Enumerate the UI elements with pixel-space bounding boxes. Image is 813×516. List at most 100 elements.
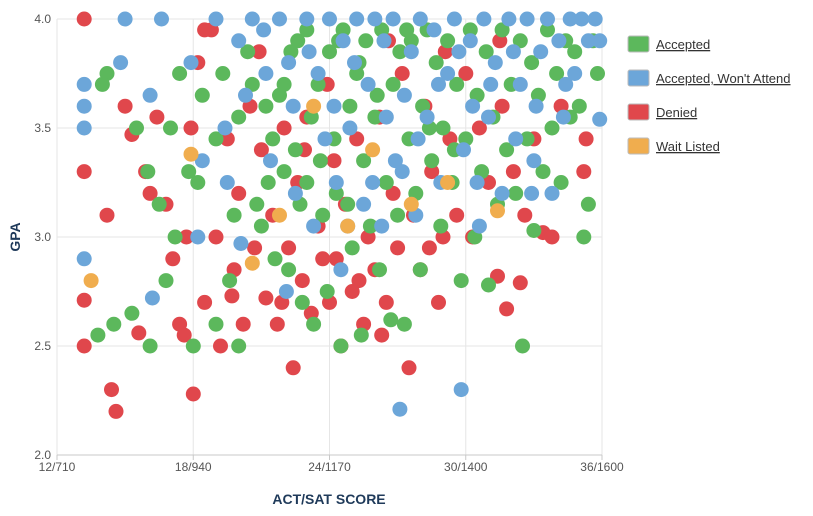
point-accepted-won-t-attend xyxy=(154,11,169,27)
point-accepted xyxy=(276,76,292,92)
point-accepted xyxy=(519,131,535,147)
x-tick-labels: 12/710 18/940 24/1170 30/1400 36/1600 xyxy=(39,455,624,474)
point-denied xyxy=(76,292,92,308)
point-accepted-won-t-attend xyxy=(392,401,408,417)
point-accepted-won-t-attend xyxy=(494,185,510,201)
y-tick-labels: 2.0 2.5 3.0 3.5 4.0 xyxy=(34,12,51,462)
y-tick-label: 2.0 xyxy=(34,448,51,462)
point-accepted xyxy=(378,175,394,190)
point-denied xyxy=(185,386,201,402)
point-accepted xyxy=(362,218,378,234)
point-accepted-won-t-attend xyxy=(508,131,524,147)
point-accepted-won-t-attend xyxy=(287,185,303,201)
point-accepted xyxy=(267,251,283,267)
point-accepted xyxy=(535,164,551,180)
point-accepted xyxy=(181,164,197,180)
legend-swatch-accepted-won-t-attend xyxy=(627,69,650,87)
legend-label-accepted-won-t-attend[interactable]: Accepted, Won't Attend xyxy=(656,71,791,86)
point-accepted xyxy=(319,284,335,299)
point-accepted-won-t-attend xyxy=(446,11,462,27)
point-accepted xyxy=(151,196,167,212)
point-accepted xyxy=(306,316,322,332)
point-accepted-won-t-attend xyxy=(76,251,92,267)
point-accepted-won-t-attend xyxy=(76,120,92,136)
y-tick-label: 4.0 xyxy=(34,12,51,26)
point-denied xyxy=(394,66,410,81)
point-accepted xyxy=(222,273,238,289)
point-accepted-won-t-attend xyxy=(487,55,503,71)
point-accepted-won-t-attend xyxy=(526,153,542,169)
point-accepted-won-t-attend xyxy=(551,33,567,49)
point-accepted-won-t-attend xyxy=(322,11,337,27)
data-points xyxy=(76,11,608,419)
point-accepted xyxy=(356,153,372,169)
point-accepted-won-t-attend xyxy=(365,175,381,190)
point-accepted xyxy=(396,316,412,332)
point-accepted-won-t-attend xyxy=(396,87,412,103)
point-accepted xyxy=(344,240,360,256)
point-accepted xyxy=(367,109,383,125)
point-accepted-won-t-attend xyxy=(258,66,274,81)
point-accepted xyxy=(281,262,297,278)
point-denied xyxy=(251,44,267,60)
point-accepted xyxy=(576,229,592,245)
legend-swatch-denied xyxy=(627,103,650,121)
point-accepted xyxy=(172,66,188,81)
point-accepted-won-t-attend xyxy=(483,76,499,92)
point-accepted-won-t-attend xyxy=(453,382,469,398)
legend-label-wait-listed[interactable]: Wait Listed xyxy=(656,139,720,154)
point-accepted xyxy=(215,66,231,81)
point-accepted-won-t-attend xyxy=(558,76,574,92)
point-denied xyxy=(374,327,390,343)
point-accepted-won-t-attend xyxy=(208,11,224,27)
point-denied xyxy=(269,316,285,332)
point-accepted-won-t-attend xyxy=(462,33,478,49)
point-accepted xyxy=(571,98,587,114)
point-accepted xyxy=(524,55,540,71)
point-accepted-won-t-attend xyxy=(183,55,199,71)
point-accepted-won-t-attend xyxy=(278,284,294,299)
point-denied xyxy=(449,207,465,223)
point-accepted-won-t-attend xyxy=(113,55,129,71)
point-accepted-won-t-attend xyxy=(335,33,351,49)
point-accepted xyxy=(231,338,247,354)
point-accepted xyxy=(544,120,560,136)
point-accepted xyxy=(328,185,344,201)
point-accepted xyxy=(142,338,158,354)
point-denied xyxy=(499,301,515,317)
point-accepted-won-t-attend xyxy=(533,44,549,60)
point-accepted xyxy=(299,175,315,190)
point-denied xyxy=(285,360,301,376)
point-accepted xyxy=(194,87,210,103)
point-denied xyxy=(471,120,487,136)
point-wait-listed xyxy=(272,207,287,223)
point-denied xyxy=(176,327,192,343)
x-tick-label: 12/710 xyxy=(39,460,76,474)
point-denied xyxy=(544,229,560,245)
point-denied xyxy=(512,275,528,291)
point-accepted xyxy=(340,196,356,212)
point-accepted-won-t-attend xyxy=(360,76,376,92)
point-accepted-won-t-attend xyxy=(471,218,487,234)
point-denied xyxy=(142,185,158,201)
point-accepted-won-t-attend xyxy=(555,109,571,125)
point-accepted xyxy=(265,131,281,147)
point-accepted xyxy=(553,175,569,190)
point-denied xyxy=(481,175,496,190)
point-accepted-won-t-attend xyxy=(233,236,249,251)
point-wait-listed xyxy=(403,196,419,212)
legend-swatch-wait-listed xyxy=(627,137,650,155)
point-accepted-won-t-attend xyxy=(451,44,467,60)
point-accepted-won-t-attend xyxy=(306,218,322,234)
point-denied xyxy=(390,240,406,256)
legend-label-denied[interactable]: Denied xyxy=(656,105,697,120)
point-denied xyxy=(99,207,115,223)
point-denied xyxy=(505,164,521,180)
point-accepted-won-t-attend xyxy=(580,33,596,49)
legend-label-accepted[interactable]: Accepted xyxy=(656,37,710,52)
point-accepted-won-t-attend xyxy=(540,11,555,27)
point-accepted-won-t-attend xyxy=(481,109,496,125)
point-accepted xyxy=(435,120,451,136)
point-denied xyxy=(253,142,269,158)
point-accepted xyxy=(322,44,337,60)
